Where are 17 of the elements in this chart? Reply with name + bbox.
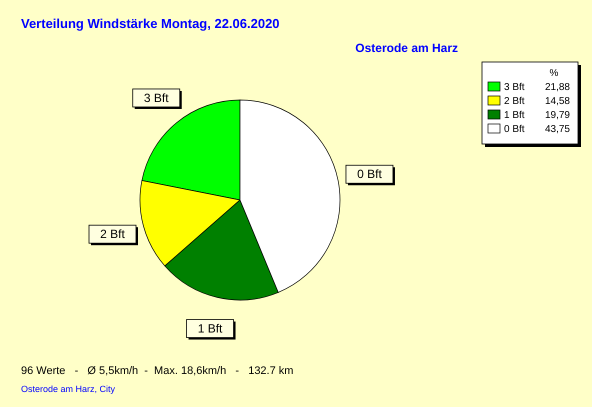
- legend-label: 2 Bft: [504, 96, 525, 107]
- data-label: 21,88: [544, 82, 570, 93]
- text: Osterode am Harz, City: [21, 384, 116, 394]
- text: 96 Werte - Ø 5,5km/h - Max. 18,6km/h - 132.7 km: [21, 365, 294, 377]
- chart-subtitle: Osterode am Harz: [355, 41, 458, 55]
- slice-label: 0 Bft: [357, 167, 382, 182]
- data-label: 43,75: [544, 124, 570, 135]
- slice-label: 3 Bft: [144, 90, 170, 105]
- slice-label: 2 Bft: [100, 227, 126, 242]
- legend-label: 1 Bft: [504, 110, 525, 121]
- data-label: 14,58: [544, 96, 570, 107]
- data-label: 19,79: [544, 110, 570, 121]
- legend-label: 0 Bft: [504, 124, 525, 135]
- legend-label: 3 Bft: [504, 82, 525, 93]
- legend-title: %: [550, 68, 559, 79]
- slice-label: 1 Bft: [198, 322, 224, 336]
- chart-title: Verteilung Windstärke Montag, 22.06.2020: [21, 16, 280, 31]
